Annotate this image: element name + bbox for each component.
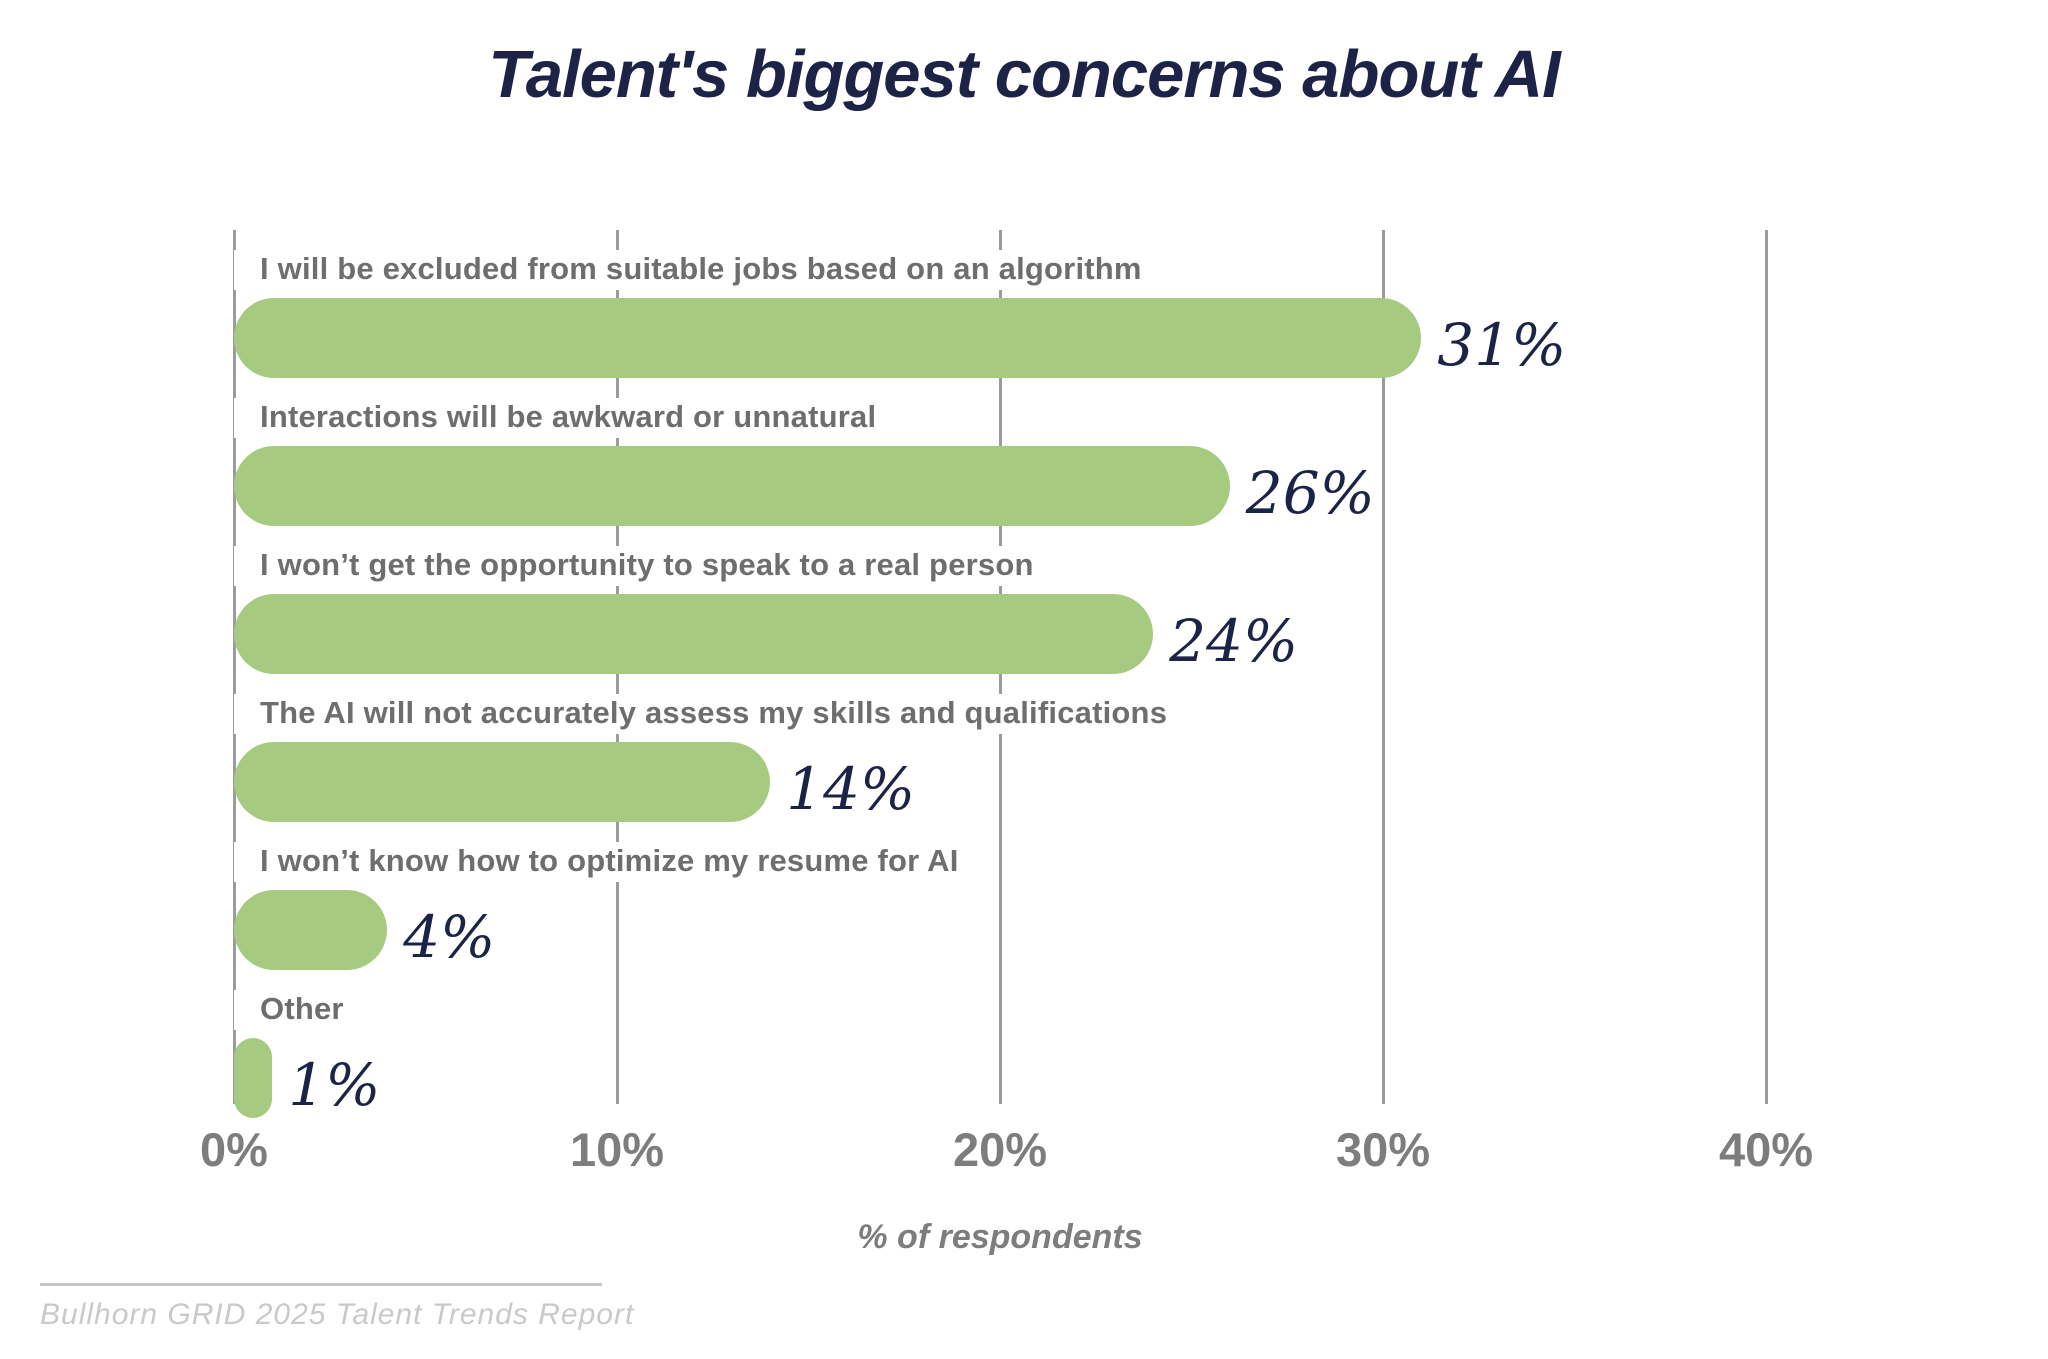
gridline [1764,230,1768,1104]
bar-line: 31% [234,298,1766,378]
bar [234,298,1422,378]
chart-title: Talent's biggest concerns about AI [488,37,1560,112]
gridline [1381,230,1385,1104]
x-tick-label: 0% [200,1123,268,1176]
source-text: Bullhorn GRID 2025 Talent Trends Report [40,1298,635,1331]
plot-area: I will be excluded from suitable jobs ba… [232,230,1768,1118]
x-axis-ticks: 0% 10% 20% 30% 40% [200,1122,1813,1182]
bar-category-label: I will be excluded from suitable jobs ba… [234,250,1156,290]
bar-value-label: 26% [1245,459,1375,527]
bar [234,742,771,822]
bar-value-label: 14% [786,755,916,823]
bar-row: Interactions will be awkward or unnatura… [234,378,1766,526]
bar-category-label: The AI will not accurately assess my ski… [234,694,1182,734]
bar-line: 4% [234,890,1766,970]
bar-line: 14% [234,742,1766,822]
bar-value-label: 1% [288,1051,381,1119]
x-tick-label: 20% [952,1123,1048,1176]
gridline [232,230,236,1104]
x-tick-label: 10% [569,1123,665,1176]
x-axis-label: % of respondents [857,1218,1143,1256]
bar-row: Other 1% [234,970,1766,1118]
bar-category-label: I won’t get the opportunity to speak to … [234,546,1048,586]
bar-value-label: 4% [403,903,496,971]
bar-line: 24% [234,594,1766,674]
bar [234,1038,273,1118]
bar [234,446,1230,526]
bar-category-label: I won’t know how to optimize my resume f… [234,842,973,882]
bar-row: The AI will not accurately assess my ski… [234,674,1766,822]
bar-category-label: Other [234,990,358,1030]
bar-category-label: Interactions will be awkward or unnatura… [234,398,891,438]
bar-row: I won’t get the opportunity to speak to … [234,526,1766,674]
bar-line: 26% [234,446,1766,526]
x-tick-label: 30% [1335,1123,1431,1176]
source-divider-line [40,1283,602,1286]
bar [234,890,388,970]
bar-row: I will be excluded from suitable jobs ba… [234,230,1766,378]
bar [234,594,1154,674]
bar-line: 1% [234,1038,1766,1118]
bar-value-label: 31% [1437,311,1567,379]
x-tick-label: 40% [1718,1123,1814,1176]
bar-value-label: 24% [1169,607,1299,675]
source-note: Bullhorn GRID 2025 Talent Trends Report [40,1283,635,1332]
bar-rows: I will be excluded from suitable jobs ba… [234,230,1766,1118]
bar-row: I won’t know how to optimize my resume f… [234,822,1766,970]
